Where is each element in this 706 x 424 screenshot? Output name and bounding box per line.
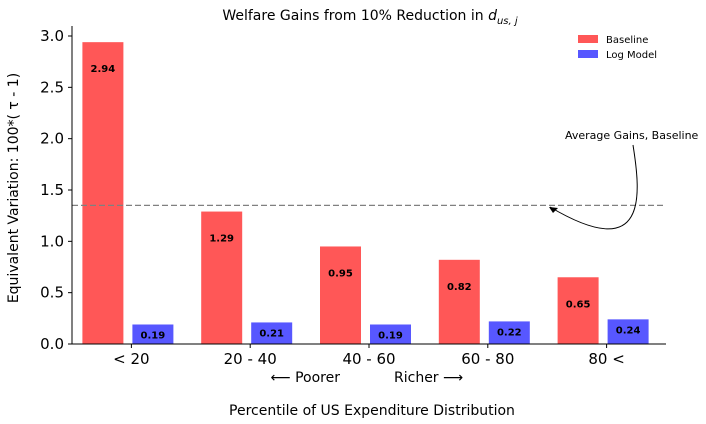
bar-baseline-4 (557, 277, 599, 344)
bars-layer (82, 42, 649, 344)
y-tick-label-2: 1.0 (40, 232, 64, 250)
legend-label-log-model: Log Model (606, 50, 657, 61)
bar-baseline-1 (201, 211, 243, 344)
legend-label-baseline: Baseline (606, 35, 648, 46)
data-label-log-model-2: 0.19 (378, 330, 403, 341)
x-tick-label-0: < 20 (113, 350, 149, 368)
annotation-arrowhead (549, 207, 558, 213)
chart-title: Welfare Gains from 10% Reduction in dus,… (222, 8, 518, 27)
legend: Baseline Log Model (578, 35, 657, 61)
bar-baseline-3 (438, 259, 480, 344)
y-tick-label-1: 0.5 (40, 284, 64, 302)
x-tick-label-2: 40 - 60 (342, 350, 395, 368)
legend-swatch-baseline (578, 35, 598, 43)
labels-layer: 2.94 0.19 1.29 0.21 0.95 0.19 0.82 0.22 0.65 0.24 (91, 64, 641, 341)
y-tick-label-3: 1.5 (40, 181, 64, 199)
annotation: Average Gains, Baseline (549, 129, 699, 230)
x-axis-label: Percentile of US Expenditure Distributio… (229, 403, 515, 419)
bar-log-model-1 (251, 322, 293, 344)
axes-layer: < 20 20 - 40 40 - 60 60 - 80 80 < 0.0 0.5 1.0 1.… (40, 26, 666, 368)
data-label-baseline-0: 2.94 (91, 64, 116, 75)
annotation-arrow (549, 144, 638, 230)
bar-baseline-2 (320, 246, 361, 344)
data-label-baseline-4: 0.65 (566, 299, 591, 310)
x-tick-label-1: 20 - 40 (224, 350, 277, 368)
bar-log-model-4 (607, 319, 649, 344)
data-label-baseline-2: 0.95 (328, 268, 353, 279)
data-label-log-model-1: 0.21 (259, 328, 284, 339)
data-label-log-model-3: 0.22 (497, 327, 522, 338)
bar-log-model-3 (488, 321, 530, 344)
y-tick-label-0: 0.0 (40, 335, 64, 353)
x-tick-label-3: 60 - 80 (461, 350, 514, 368)
bar-log-model-2 (370, 324, 411, 344)
legend-swatch-log-model (578, 50, 598, 58)
x-arrow-richer: Richer ⟶ (394, 370, 463, 386)
y-tick-label-4: 2.0 (40, 130, 64, 148)
y-tick-label-6: 3.0 (40, 27, 64, 45)
bar-baseline-0 (82, 42, 124, 344)
annotation-text: Average Gains, Baseline (565, 129, 699, 142)
bar-log-model-0 (132, 324, 174, 344)
x-tick-label-4: 80 < (588, 350, 624, 368)
data-label-baseline-1: 1.29 (209, 234, 234, 245)
data-label-baseline-3: 0.82 (447, 282, 472, 293)
x-arrow-poorer: ⟵ Poorer (271, 370, 341, 386)
y-tick-label-5: 2.5 (40, 78, 64, 96)
data-label-log-model-0: 0.19 (141, 330, 166, 341)
data-label-log-model-4: 0.24 (616, 325, 641, 336)
y-axis-label: Equivalent Variation: 100*( τ - 1) (6, 73, 22, 303)
